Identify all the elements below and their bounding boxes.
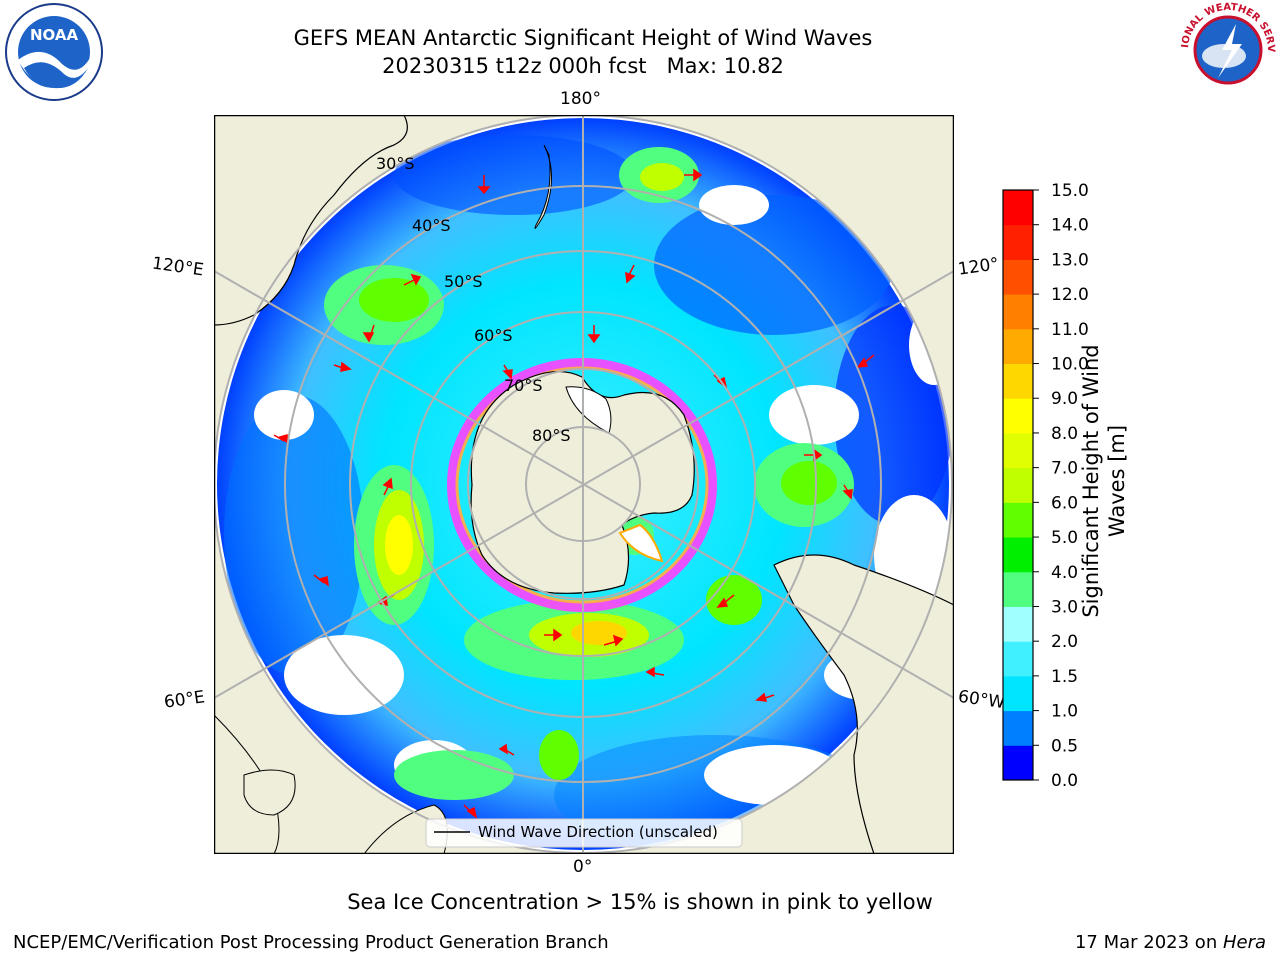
lon-label-0: 0°: [573, 857, 593, 877]
colorbar-swatch: [1003, 363, 1033, 399]
colorbar-tick-label: 13.0: [1051, 250, 1089, 270]
colorbar-tick-label: 0.5: [1051, 736, 1078, 756]
colorbar-tick-label: 2.0: [1051, 632, 1078, 652]
colorbar-tick-label: 15.0: [1051, 181, 1089, 201]
madagascar-land: [243, 769, 296, 816]
lon-label-120w: 120°: [956, 254, 1001, 280]
colorbar-tick-label: 6.0: [1051, 493, 1078, 513]
colorbar-tick-label: 8.0: [1051, 424, 1078, 444]
new-zealand-land: [534, 144, 552, 229]
noaa-logo: NOAA: [5, 3, 103, 101]
colorbar-swatch: [1003, 467, 1033, 503]
lon-label-120e: 120°E: [150, 253, 205, 281]
colorbar-tick-label: 5.0: [1051, 528, 1078, 548]
colorbar-label-line2: Waves [m]: [1105, 424, 1129, 538]
wind-arrows: [273, 168, 915, 819]
lat-label-40s: 40°S: [412, 216, 451, 235]
colorbar-frame: [1002, 189, 1034, 781]
graticule: [214, 115, 954, 854]
colorbar-tick-label: 3.0: [1051, 597, 1078, 617]
colorbar-swatch: [1003, 190, 1033, 226]
colorbar-label-line1: Significant Height of Wind: [1079, 344, 1103, 618]
weddell-ice: [618, 523, 664, 563]
colorbar-label: Significant Height of Wind Waves [m]: [1078, 281, 1130, 681]
lat-label-50s: 50°S: [444, 272, 483, 291]
colorbar-swatch: [1003, 259, 1033, 295]
footer-credit: NCEP/EMC/Verification Post Processing Pr…: [13, 932, 609, 953]
colorbar-swatch: [1003, 502, 1033, 538]
colorbar-swatch: [1003, 675, 1033, 712]
colorbar-ticks: 0.0 0.5 1.0 1.5 2.0 3.0 4.0 5.0 6.0 7.0 8.0 9.0 10.0…: [1033, 181, 1089, 790]
colorbar-swatch: [1003, 745, 1033, 781]
colorbar-swatch: [1003, 328, 1033, 365]
footer-machine: Hera: [1222, 932, 1266, 953]
footer-date-text: 17 Mar 2023 on: [1074, 932, 1223, 953]
legend-text: Wind Wave Direction (unscaled): [478, 823, 718, 841]
lat-label-70s: 70°S: [504, 376, 543, 395]
lat-label-60s: 60°S: [474, 326, 513, 345]
colorbar-tick-label: 1.0: [1051, 702, 1078, 722]
colorbar-tick-label: 9.0: [1051, 389, 1078, 409]
colorbar-swatch: [1003, 710, 1033, 746]
colorbar: 0.0 0.5 1.0 1.5 2.0 3.0 4.0 5.0 6.0 7.0 8.0 9.0 10.0…: [1002, 181, 1089, 790]
lon-label-180: 180°: [560, 89, 601, 109]
colorbar-swatch: [1003, 641, 1033, 677]
lon-label-60e: 60°E: [162, 687, 207, 713]
colorbar-tick-label: 11.0: [1051, 320, 1089, 340]
nws-logo: NATIONAL WEATHER SERVICE: [1176, 0, 1276, 98]
colorbar-swatch: [1003, 224, 1033, 260]
colorbar-swatch: [1003, 432, 1033, 469]
colorbar-tick-label: 14.0: [1051, 216, 1089, 236]
ross-ice-shelf: [565, 386, 612, 434]
polar-map: 30°S 40°S 50°S 60°S 70°S 80°S Wind Wave …: [214, 115, 954, 854]
colorbar-swatch: [1003, 398, 1033, 434]
colorbar-swatch: [1003, 537, 1033, 573]
australia-land: [214, 115, 408, 326]
noaa-logo-text: NOAA: [30, 26, 79, 44]
sea-ice-caption: Sea Ice Concentration > 15% is shown in …: [347, 890, 933, 914]
colorbar-tick-label: 4.0: [1051, 563, 1078, 583]
colorbar-swatch: [1003, 294, 1033, 330]
colorbar-tick-label: 10.0: [1051, 355, 1089, 375]
colorbar-tick-label: 1.5: [1051, 667, 1078, 687]
lon-label-60w: 60°W: [956, 686, 1007, 714]
colorbar-tick-label: 7.0: [1051, 459, 1078, 479]
lat-label-30s: 30°S: [376, 154, 415, 173]
map-frame: [214, 115, 954, 854]
colorbar-swatches: [1003, 190, 1033, 781]
map-title: GEFS MEAN Antarctic Significant Height o…: [293, 26, 873, 50]
colorbar-tick-label: 12.0: [1051, 285, 1089, 305]
south-america-land: [773, 554, 954, 854]
colorbar-tick-label: 0.0: [1051, 771, 1078, 790]
colorbar-swatch: [1003, 571, 1033, 607]
map-subtitle: 20230315 t12z 000h fcst Max: 10.82: [382, 54, 784, 78]
map-legend: Wind Wave Direction (unscaled): [425, 818, 743, 848]
colorbar-swatch: [1003, 606, 1033, 642]
footer-date: 17 Mar 2023 on Hera: [1075, 932, 1266, 953]
lat-label-80s: 80°S: [532, 426, 571, 445]
